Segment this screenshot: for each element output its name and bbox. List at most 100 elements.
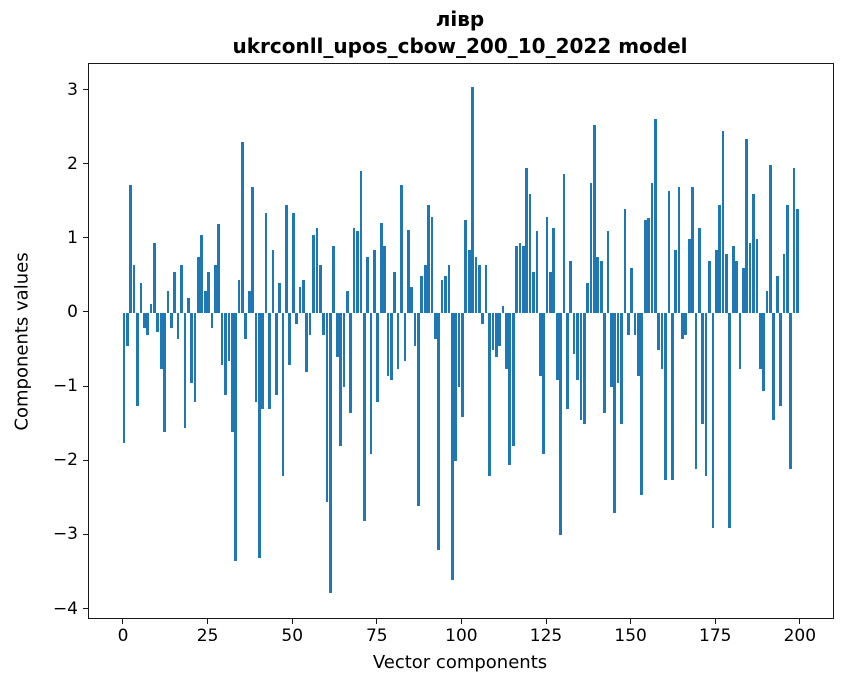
- bar: [261, 312, 265, 410]
- bar: [403, 312, 407, 362]
- bar: [623, 209, 627, 313]
- bar: [640, 312, 644, 495]
- bar: [163, 312, 166, 432]
- bar: [203, 290, 207, 313]
- bar: [664, 312, 667, 480]
- bar: [603, 312, 606, 414]
- y-tick-mark: [83, 459, 88, 461]
- bar: [268, 312, 271, 410]
- bar: [210, 312, 214, 328]
- bar: [373, 249, 376, 313]
- bar: [146, 312, 150, 336]
- bar: [396, 312, 400, 369]
- y-tick-label: 0: [67, 301, 78, 322]
- bar: [305, 312, 309, 373]
- bar: [237, 279, 241, 313]
- bar: [444, 275, 447, 313]
- bar: [200, 235, 204, 313]
- bar: [538, 312, 542, 376]
- bar: [508, 312, 512, 465]
- x-tick-label: 200: [783, 626, 817, 646]
- x-tick-mark: [207, 619, 209, 624]
- bar: [352, 227, 356, 313]
- bar: [697, 227, 701, 313]
- bar: [376, 312, 380, 402]
- bar: [518, 242, 522, 313]
- bar: [471, 86, 474, 313]
- bar: [390, 312, 393, 380]
- bar: [258, 312, 261, 558]
- bar: [670, 312, 674, 480]
- x-tick-label: 125: [529, 626, 563, 646]
- bar: [247, 290, 251, 313]
- bar: [589, 183, 593, 313]
- bar: [142, 312, 146, 328]
- bar: [653, 118, 657, 313]
- bar: [346, 290, 349, 313]
- bar: [241, 142, 244, 313]
- bar: [606, 231, 610, 313]
- bar: [484, 264, 488, 313]
- bar: [302, 279, 305, 313]
- bar: [681, 312, 684, 339]
- bar: [752, 194, 755, 313]
- bar: [264, 212, 268, 313]
- bar: [454, 312, 457, 462]
- bar: [586, 283, 589, 313]
- bar: [494, 312, 498, 358]
- bar: [582, 312, 586, 425]
- bar: [224, 312, 227, 395]
- bar: [291, 212, 295, 313]
- bar: [525, 168, 529, 313]
- bar: [312, 235, 315, 313]
- bar: [620, 312, 623, 425]
- bar: [667, 190, 671, 313]
- bar: [521, 246, 525, 313]
- bar: [254, 312, 258, 402]
- y-tick-mark: [83, 311, 88, 313]
- bar: [738, 312, 742, 369]
- bar: [643, 220, 647, 313]
- x-tick-label: 175: [699, 626, 732, 646]
- bar: [220, 312, 224, 365]
- bar: [755, 238, 759, 313]
- bar: [322, 312, 325, 336]
- chart-title-line1: лівр: [435, 7, 485, 31]
- x-tick-mark: [630, 619, 632, 624]
- bar: [633, 312, 637, 336]
- bar: [657, 312, 661, 351]
- x-tick-mark: [122, 619, 124, 624]
- bar: [647, 218, 650, 313]
- bar: [325, 312, 329, 503]
- bar: [593, 125, 596, 313]
- x-tick-mark: [545, 619, 547, 624]
- bar: [765, 290, 769, 313]
- bar: [423, 264, 427, 313]
- bar: [542, 312, 545, 454]
- y-tick-label: 2: [67, 153, 78, 174]
- bar: [565, 312, 569, 410]
- bar: [569, 261, 573, 313]
- bar: [183, 312, 187, 428]
- bar: [410, 287, 413, 313]
- bar: [193, 312, 197, 402]
- bar: [278, 283, 282, 313]
- y-tick-mark: [83, 608, 88, 610]
- bar: [630, 268, 633, 313]
- bar: [735, 261, 738, 313]
- bar: [505, 312, 508, 369]
- bar: [417, 312, 420, 506]
- bar: [420, 275, 424, 313]
- bar: [718, 205, 721, 313]
- y-tick-label: 1: [67, 227, 78, 248]
- bar: [369, 312, 373, 454]
- bar: [599, 261, 603, 313]
- bar: [139, 283, 143, 313]
- bar: [450, 312, 454, 580]
- bar: [156, 312, 160, 332]
- x-tick-label: 0: [117, 626, 129, 646]
- bar: [785, 205, 789, 313]
- bar: [153, 242, 156, 313]
- y-tick-mark: [83, 385, 88, 387]
- bar: [430, 216, 434, 313]
